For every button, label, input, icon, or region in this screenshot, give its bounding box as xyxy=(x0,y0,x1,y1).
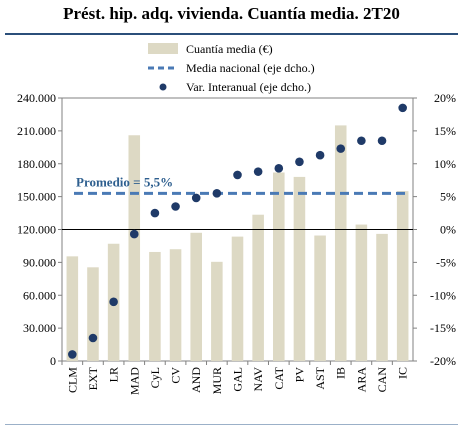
bar-ara xyxy=(355,224,368,361)
bar-and xyxy=(190,232,202,361)
point-nav xyxy=(253,167,263,176)
legend-label-media: Media nacional (eje dcho.) xyxy=(186,61,315,75)
point-gal xyxy=(233,170,242,180)
bottom-rule xyxy=(5,424,458,425)
x-tick-label-ib: IB xyxy=(334,367,348,379)
x-tick-label-pv: PV xyxy=(292,367,306,383)
point-ast xyxy=(315,150,325,160)
point-pv xyxy=(295,157,304,167)
point-clm xyxy=(68,350,77,359)
left-tick-label: 120.000 xyxy=(17,223,56,237)
x-tick-label-mur: MUR xyxy=(210,367,224,394)
left-tick-label: 180.000 xyxy=(17,157,56,171)
x-tick-label-lr: LR xyxy=(107,367,121,382)
right-tick-label: 5% xyxy=(440,190,456,204)
left-tick-label: 90.000 xyxy=(23,255,56,269)
bar-cat xyxy=(273,172,285,361)
x-tick-label-mad: MAD xyxy=(127,367,141,395)
bar-can xyxy=(376,233,388,361)
bar-ic xyxy=(396,191,409,361)
x-tick-label-and: AND xyxy=(189,367,203,393)
x-tick-label-can: CAN xyxy=(375,367,389,393)
point-lr xyxy=(109,297,118,307)
right-tick-label: -5% xyxy=(436,255,456,269)
left-tick-label: 0 xyxy=(50,354,56,368)
point-cat xyxy=(274,164,284,173)
point-mur xyxy=(212,189,222,198)
x-tick-label-cyl: CyL xyxy=(148,367,162,388)
bar-cv xyxy=(169,249,182,361)
left-tick-label: 210.000 xyxy=(17,124,56,138)
x-tick-label-ara: ARA xyxy=(354,367,368,393)
legend-label-dots: Var. Interanual (eje dcho.) xyxy=(186,80,311,94)
right-tick-label: 20% xyxy=(434,91,456,105)
x-tick-label-ast: AST xyxy=(313,366,327,389)
legend-label-bars: Cuantía media (€) xyxy=(186,42,273,56)
x-tick-label-cat: CAT xyxy=(272,366,286,389)
x-tick-label-gal: GAL xyxy=(231,367,245,392)
bar-mur xyxy=(211,261,223,361)
left-tick-label: 150.000 xyxy=(17,190,56,204)
bar-gal xyxy=(231,236,244,361)
point-and xyxy=(191,193,201,203)
left-tick-label: 60.000 xyxy=(23,288,56,302)
point-ic xyxy=(398,103,407,113)
left-tick-label: 30.000 xyxy=(23,321,56,335)
bar-pv xyxy=(293,176,306,361)
point-ext xyxy=(88,333,98,343)
legend-swatch-dots xyxy=(159,83,167,91)
right-tick-label: -10% xyxy=(430,288,456,302)
point-ara xyxy=(357,136,366,146)
right-tick-label: 15% xyxy=(434,124,456,138)
point-cv xyxy=(171,202,180,211)
bar-nav xyxy=(252,214,264,361)
x-tick-label-ic: IC xyxy=(396,367,410,379)
point-ib xyxy=(336,144,346,153)
x-tick-label-clm: CLM xyxy=(65,367,79,393)
chart-title: Prést. hip. adq. vivienda. Cuantía media… xyxy=(63,4,400,23)
right-tick-label: 10% xyxy=(434,157,456,171)
bar-cyl xyxy=(149,251,161,361)
bar-ext xyxy=(87,267,99,361)
right-tick-label: -15% xyxy=(430,321,456,335)
point-can xyxy=(377,136,387,146)
right-tick-label: 0% xyxy=(440,223,456,237)
title-underline xyxy=(5,33,458,35)
promedio-annotation: Promedio = 5,5% xyxy=(76,174,173,189)
point-cyl xyxy=(150,208,160,218)
bar-clm xyxy=(66,256,79,361)
point-mad xyxy=(129,229,139,239)
bar-ast xyxy=(314,235,326,361)
left-tick-label: 240.000 xyxy=(17,91,56,105)
bar-mad xyxy=(128,135,141,361)
right-tick-label: -20% xyxy=(430,354,456,368)
x-tick-label-nav: NAV xyxy=(251,367,265,392)
bar-ib xyxy=(334,125,347,361)
legend-swatch-bars xyxy=(148,43,178,54)
x-tick-label-ext: EXT xyxy=(86,366,100,390)
x-tick-label-cv: CV xyxy=(169,367,183,384)
